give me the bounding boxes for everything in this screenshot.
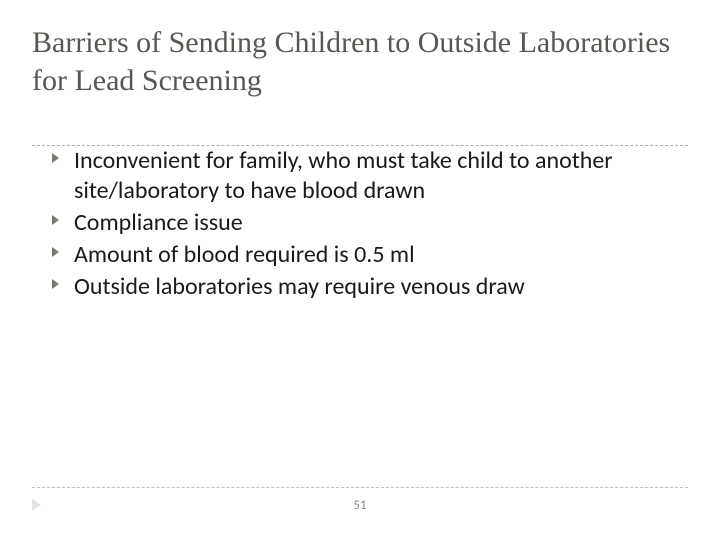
triangle-bullet-icon [52, 153, 59, 163]
list-item: Amount of blood required is 0.5 ml [52, 240, 688, 270]
bullet-text: Compliance issue [74, 208, 243, 237]
bullet-list: Inconvenient for family, who must take c… [32, 146, 688, 302]
list-item: Compliance issue [52, 208, 688, 238]
footer-arrow-icon [32, 499, 41, 511]
slide-footer: 51 [32, 487, 688, 514]
bullet-text: Inconvenient for family, who must take c… [74, 146, 613, 205]
footer-divider [32, 487, 688, 488]
bullet-text: Outside laboratories may require venous … [74, 272, 525, 301]
footer-row: 51 [32, 496, 688, 514]
bullet-text: Amount of blood required is 0.5 ml [74, 240, 415, 269]
slide: Barriers of Sending Children to Outside … [0, 0, 720, 540]
triangle-bullet-icon [52, 215, 59, 225]
triangle-bullet-icon [52, 247, 59, 257]
list-item: Inconvenient for family, who must take c… [52, 146, 688, 206]
page-number: 51 [353, 498, 366, 513]
slide-title: Barriers of Sending Children to Outside … [32, 24, 688, 109]
list-item: Outside laboratories may require venous … [52, 272, 688, 302]
triangle-bullet-icon [52, 279, 59, 289]
